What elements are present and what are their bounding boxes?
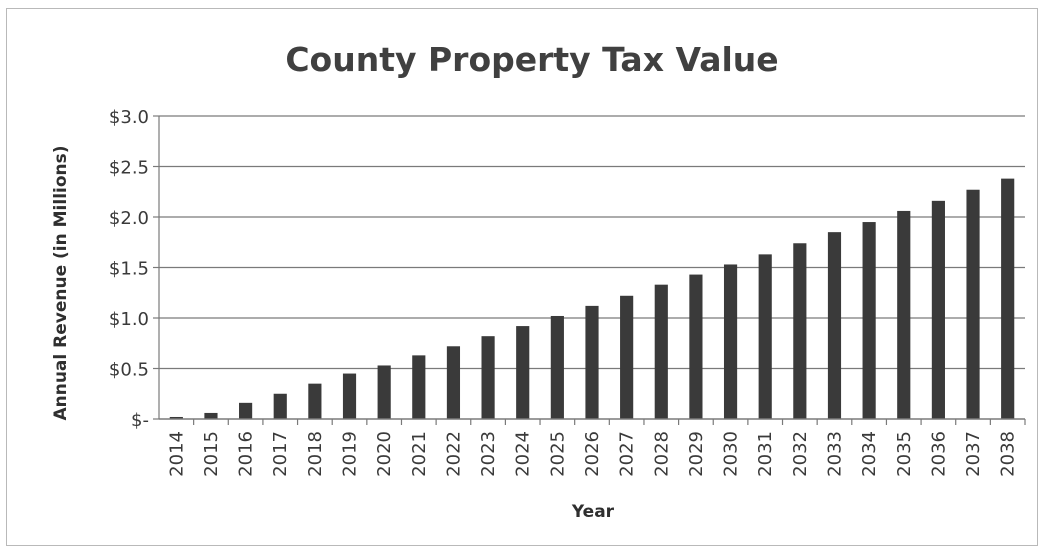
x-tick-label: 2015	[201, 431, 222, 477]
bar-2018	[308, 383, 322, 419]
bar-2032	[793, 243, 807, 419]
x-tick-labels: 2014 2015 2016 2017 2018 2019 2020 2021 2022 2023…	[166, 431, 1018, 477]
x-tick-label: 2023	[478, 431, 499, 477]
x-tick-label: 2037	[963, 431, 984, 477]
x-tick-label: 2019	[340, 431, 361, 477]
bar-2026	[585, 305, 599, 419]
x-tick-label: 2014	[166, 431, 187, 477]
bar-2025	[550, 315, 564, 419]
bar-2030	[723, 264, 738, 419]
bar-2021	[412, 355, 426, 419]
bar-2031	[758, 254, 772, 419]
y-tick-label: $2.0	[109, 208, 149, 229]
y-tick-labels: $- $0.5 $1.0 $1.5 $2.0 $2.5 $3.0	[109, 107, 149, 431]
bar-2034	[862, 222, 876, 419]
y-tick-label: $2.5	[109, 158, 149, 179]
bar-2036	[931, 200, 945, 419]
x-tick-label: 2033	[824, 431, 845, 477]
bar-2020	[377, 365, 391, 419]
y-axis-title: Annual Revenue (in Millions)	[51, 145, 71, 420]
y-tick-label: $3.0	[109, 107, 149, 128]
x-tick-label: 2016	[236, 431, 257, 477]
bar-2035	[897, 210, 911, 419]
bars	[169, 178, 1015, 419]
x-tick-label: 2031	[755, 431, 776, 477]
bar-2023	[481, 336, 495, 419]
bar-2029	[689, 274, 703, 419]
x-tick-label: 2027	[617, 431, 638, 477]
x-tick-label: 2022	[443, 431, 464, 477]
chart-title: County Property Tax Value	[285, 40, 778, 79]
y-tick-label: $1.5	[109, 259, 149, 280]
x-tick-label: 2034	[859, 431, 880, 477]
y-tick-label: $0.5	[109, 360, 149, 381]
y-tick-label: $-	[131, 410, 149, 431]
x-tick-label: 2028	[651, 431, 672, 477]
x-tick-label: 2024	[513, 431, 534, 477]
x-tick-label: 2036	[928, 431, 949, 477]
x-tick-label: 2030	[721, 431, 742, 477]
bar-2016	[239, 402, 253, 419]
bar-2014	[169, 416, 183, 419]
x-tick-label: 2038	[998, 431, 1019, 477]
x-tick-label: 2020	[374, 431, 395, 477]
chart-frame: County Property Tax Value $- $0.5 $1.0 $1.5…	[6, 8, 1038, 546]
bar-2019	[342, 373, 357, 419]
x-tick-label: 2025	[547, 431, 568, 477]
x-tick-label: 2029	[686, 431, 707, 477]
gridlines	[159, 115, 1025, 370]
bar-2028	[654, 284, 668, 419]
bar-2027	[620, 295, 634, 419]
bar-2024	[516, 326, 530, 419]
bar-2033	[827, 232, 842, 419]
bar-2017	[273, 393, 287, 419]
x-tick-label: 2035	[894, 431, 915, 477]
bar-2015	[204, 412, 218, 419]
bar-2037	[966, 189, 980, 419]
x-tick-label: 2032	[790, 431, 811, 477]
bar-2022	[446, 346, 461, 419]
bar-2038	[1001, 178, 1015, 419]
x-tick-label: 2021	[409, 431, 430, 477]
x-tick-label: 2026	[582, 431, 603, 477]
y-tick-label: $1.0	[109, 309, 149, 330]
x-axis-title: Year	[571, 502, 615, 522]
axes	[153, 115, 1026, 425]
x-tick-label: 2018	[305, 431, 326, 477]
bar-chart: County Property Tax Value $- $0.5 $1.0 $1.5…	[51, 40, 1026, 522]
x-tick-label: 2017	[270, 431, 291, 477]
